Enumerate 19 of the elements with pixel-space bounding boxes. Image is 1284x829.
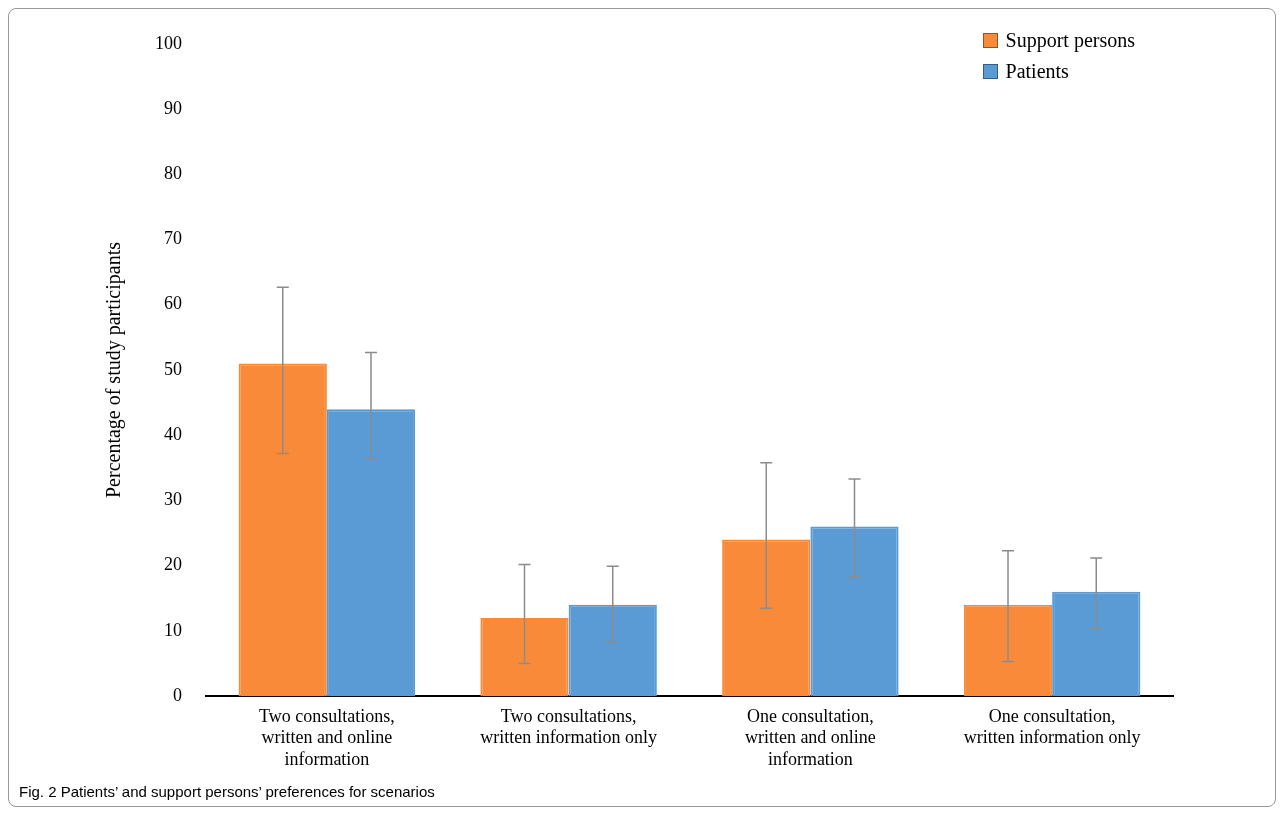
legend-label: Patients [1005,60,1069,83]
y-tick-label: 40 [164,423,182,444]
x-tick-label: One consultation, written information only [963,705,1141,748]
y-tick-label: 0 [173,684,182,705]
y-axis-title: Percentage of study participants [102,241,126,499]
x-tick-label: One consultation, written and online information [744,705,876,769]
y-tick-label: 90 [164,97,182,118]
caption: Fig. 2 Patients’ and support persons’ preferences for scenarios [18,782,436,802]
y-tick-label: 100 [155,32,182,53]
y-tick-label: 50 [164,358,182,379]
y-tick-label: 20 [164,554,182,575]
y-tick-label: 80 [164,163,182,184]
x-tick-label: Two consultations, written information only [480,705,658,748]
y-tick-label: 70 [164,228,182,249]
y-tick-label: 60 [164,293,182,314]
y-tick-label: 10 [164,619,182,640]
y-tick-label: 30 [164,489,182,510]
legend-label: Support persons [1005,29,1135,52]
x-tick-label: Two consultations, written and online information [259,705,395,769]
